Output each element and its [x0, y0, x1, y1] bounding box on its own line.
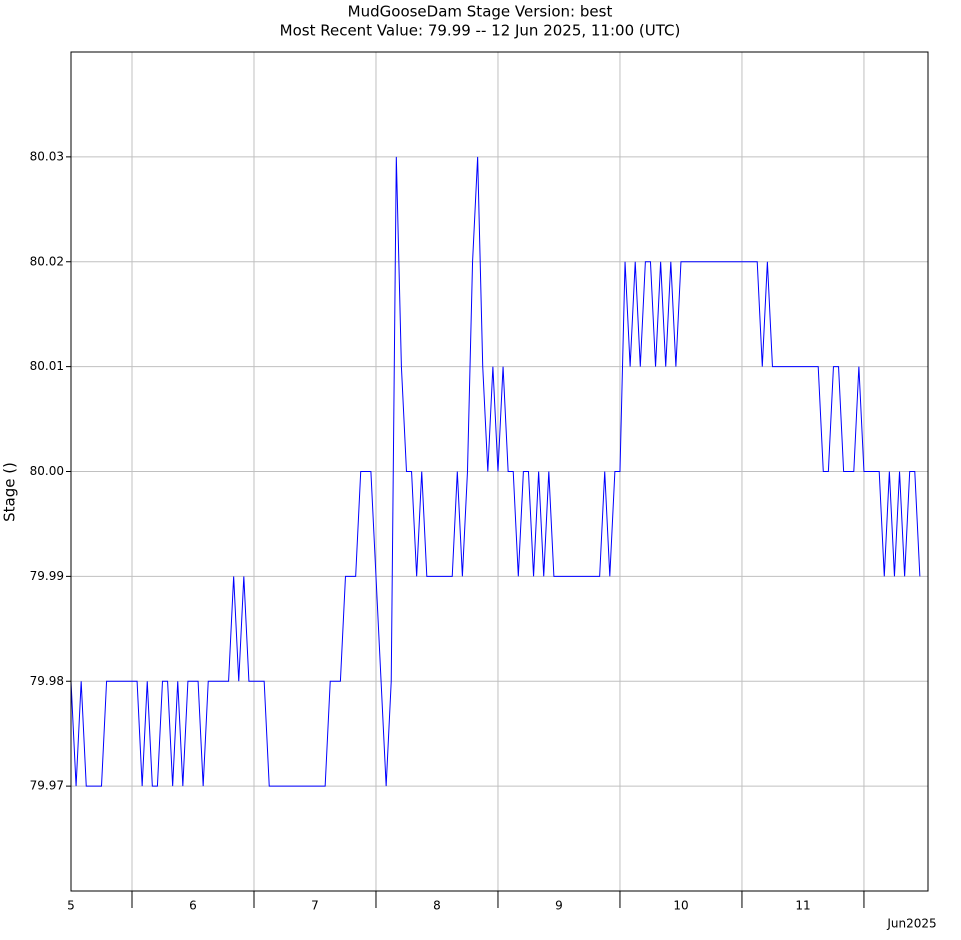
- x-tick-label: 5: [67, 899, 75, 913]
- data-line: [70, 156, 921, 787]
- x-tick-label: 6: [189, 899, 197, 913]
- y-tick-label: 79.99: [30, 569, 64, 583]
- chart-subtitle: Most Recent Value: 79.99 -- 12 Jun 2025,…: [280, 22, 681, 40]
- y-tick-label: 80.00: [30, 464, 64, 478]
- x-tick-label: 8: [433, 899, 441, 913]
- y-tick-label: 80.01: [30, 359, 64, 373]
- x-tick-label: 9: [555, 899, 563, 913]
- y-tick-label: 80.03: [30, 149, 64, 163]
- y-tick-label: 79.97: [30, 779, 64, 793]
- x-tick-label: 11: [795, 899, 810, 913]
- y-tick-label: 80.02: [30, 254, 64, 268]
- x-axis-label: Jun2025: [886, 917, 936, 931]
- y-tick-label: 79.98: [30, 674, 64, 688]
- x-tick-label: 10: [673, 899, 688, 913]
- plot-area: [70, 52, 928, 891]
- chart-title: MudGooseDam Stage Version: best: [348, 3, 613, 21]
- y-axis-label: Stage (): [1, 462, 19, 522]
- x-tick-label: 7: [311, 899, 319, 913]
